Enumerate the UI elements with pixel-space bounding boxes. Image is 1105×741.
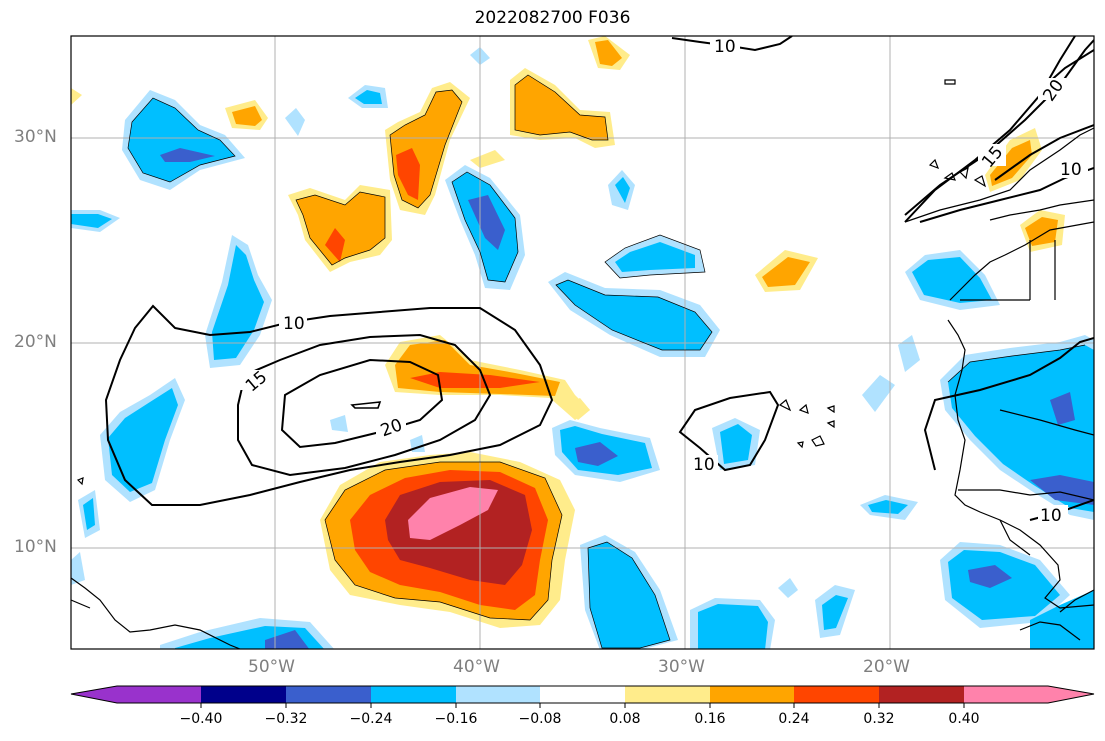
contour-20	[280, 358, 444, 449]
anomaly-positive-nw-2	[296, 192, 385, 265]
lon-label-40w: 40°W	[453, 657, 500, 677]
anomaly-negative-africa-3	[1050, 392, 1075, 425]
lat-label-10n: 10°N	[14, 537, 57, 557]
contour-10-west	[104, 304, 554, 506]
anomaly-negative-small-2b	[355, 90, 382, 104]
anomaly-positive-band-3	[410, 372, 540, 388]
anomaly-positive-small-1b	[595, 40, 622, 66]
anomaly-negative-small-3	[285, 108, 305, 136]
anomaly-negative-se-2	[948, 550, 1060, 620]
anomaly-negative-small-9	[862, 375, 895, 412]
colorbar-tick-label: −0.08	[518, 711, 562, 727]
anomaly-positive-small-8	[71, 88, 82, 105]
shaded-field	[71, 36, 1094, 649]
lon-label-50w: 50°W	[248, 657, 295, 677]
colorbar-box	[540, 686, 625, 703]
anomaly-positive-small-6	[470, 150, 505, 168]
anomaly-negative-small-1b	[71, 214, 112, 228]
colorbar-tick-label: 0.24	[778, 711, 810, 727]
map-title: 2022082700 F036	[474, 8, 631, 28]
colorbar-tick-label: −0.16	[434, 711, 478, 727]
contour-10-africa	[923, 337, 1094, 471]
anomaly-negative-east-top-2	[615, 242, 695, 272]
anomaly-negative-small-13	[330, 415, 348, 432]
colorbar-extend-low	[71, 686, 117, 703]
contour-label: 10	[1060, 160, 1082, 180]
lon-label-30w: 30°W	[658, 657, 705, 677]
contour-nw-africa-3	[994, 124, 1094, 181]
anomaly-positive-n-3	[396, 148, 420, 200]
contour-label-group: 10 15 20 10 10 20 15 10 10	[240, 36, 1088, 526]
lat-label-30n: 30°N	[14, 127, 57, 147]
anomaly-negative-small-4b	[615, 177, 630, 203]
plot-frame	[70, 35, 1095, 650]
colorbar-box	[201, 686, 286, 703]
anomaly-negative-south-2-2	[698, 604, 768, 649]
contour-15	[237, 333, 492, 477]
anomaly-negative-small-10b	[822, 595, 848, 630]
anomaly-positive-small-2b	[232, 106, 262, 126]
graticule	[71, 36, 1094, 649]
contour-label: 10	[283, 314, 305, 334]
colorbar-tick-label: −0.40	[179, 711, 223, 727]
colorbar-box	[710, 686, 794, 703]
colorbar-tick-label: 0.16	[694, 711, 726, 727]
colorbar-tick-label: 0.08	[609, 711, 641, 727]
coastlines	[71, 79, 1094, 649]
colorbar	[70, 685, 1095, 708]
colorbar-tick-label: −0.32	[264, 711, 308, 727]
lat-label-20n: 20°N	[14, 332, 57, 352]
anomaly-negative-east-band-2	[556, 280, 712, 350]
colorbar-box	[371, 686, 456, 703]
anomaly-negative-east-1-2	[912, 257, 992, 303]
anomaly-negative-africa-2	[948, 345, 1094, 512]
anomaly-positive-main-5	[408, 487, 498, 540]
anomaly-outlines	[127, 74, 1086, 649]
anomaly-positive-small-5b	[1025, 217, 1058, 246]
anomaly-negative-small-6b	[720, 424, 752, 464]
colorbar-box	[964, 686, 1048, 703]
colorbar-box	[456, 686, 540, 703]
colorbar-box	[879, 686, 964, 703]
anomaly-positive-nw-3	[325, 228, 345, 262]
anomaly-negative-15n-3	[575, 442, 618, 466]
colorbar-box	[625, 686, 710, 703]
contour-label: 10	[693, 455, 715, 475]
anomaly-negative-south-1-2	[588, 542, 670, 648]
anomaly-negative-small-12b	[83, 498, 95, 530]
anomaly-negative-central-3	[468, 195, 505, 250]
colorbar-box	[286, 686, 371, 703]
anomaly-positive-small-7	[565, 398, 590, 420]
colorbar-box	[794, 686, 879, 703]
anomaly-negative-small-11	[778, 578, 798, 598]
anomaly-negative-small-15	[71, 552, 85, 585]
anomaly-positive-small-4b	[990, 140, 1032, 186]
anomaly-negative-small-7b	[868, 500, 908, 514]
anomaly-negative-far-west-2	[108, 388, 178, 492]
colorbar-tick-label: 0.32	[863, 711, 895, 727]
contour-nw-africa-2	[904, 39, 1094, 216]
colorbar-extend-high	[1048, 686, 1094, 703]
anomaly-negative-se-corner	[1030, 590, 1094, 649]
anomaly-negative-south-3-3	[265, 630, 310, 649]
anomaly-negative-small-8	[898, 335, 920, 372]
contour-10-top	[671, 36, 793, 52]
contour-label: 10	[1040, 506, 1062, 526]
anomaly-negative-africa-4	[1030, 475, 1094, 505]
contour-label: 10	[714, 37, 736, 57]
colorbar-tick-label: 0.40	[948, 711, 980, 727]
lon-label-20w: 20°W	[863, 657, 910, 677]
colorbar-outline	[70, 685, 1095, 704]
anomaly-negative-nw-2	[128, 98, 235, 182]
contour-10-east	[678, 390, 780, 472]
anomaly-positive-ne-2	[515, 75, 608, 140]
colorbar-box	[117, 686, 201, 703]
colorbar-tick-label: −0.24	[349, 711, 393, 727]
anomaly-positive-small-3b	[762, 257, 810, 287]
anomaly-negative-se-3	[968, 565, 1012, 588]
anomaly-negative-nw-3	[160, 148, 215, 162]
